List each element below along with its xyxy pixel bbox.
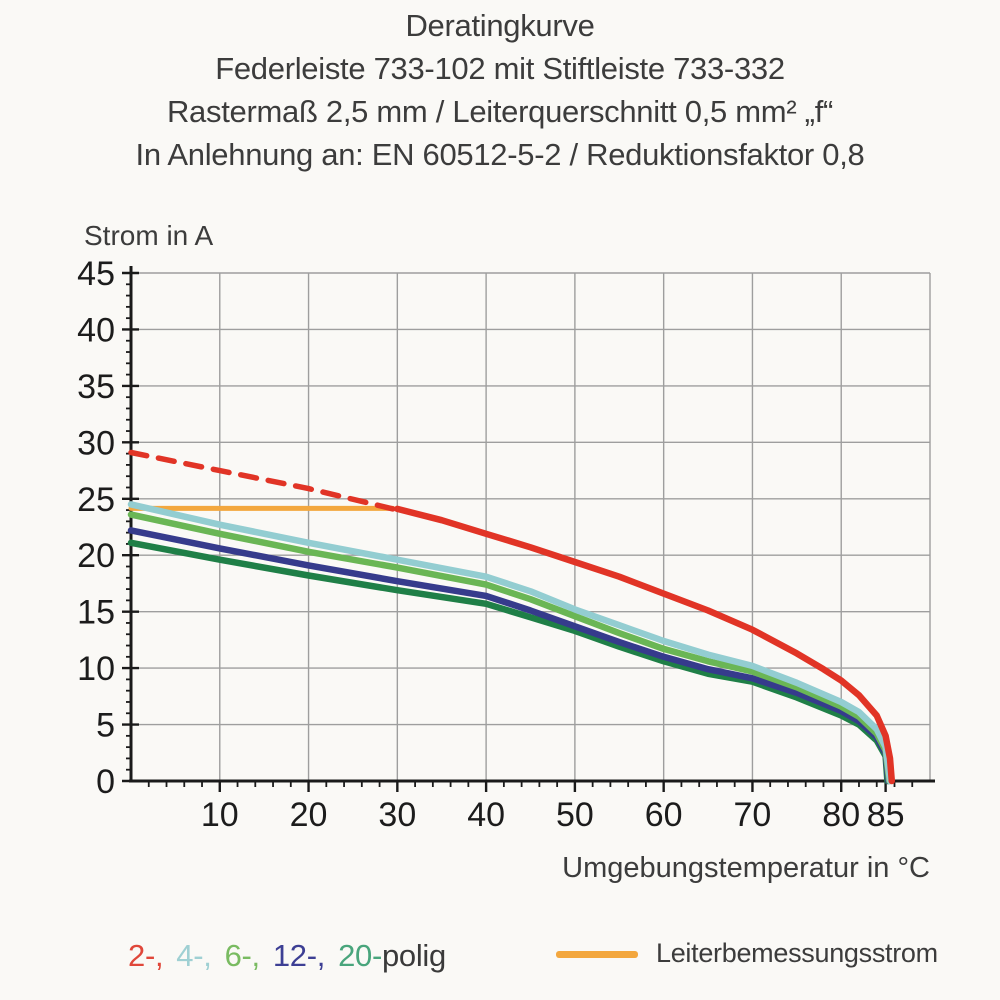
rated-current-line-swatch bbox=[556, 951, 638, 958]
chart-title-block: Deratingkurve Federleiste 733-102 mit St… bbox=[0, 4, 1000, 176]
legend-pole-20: 20- bbox=[338, 938, 382, 973]
x-tick-label: 10 bbox=[201, 796, 239, 834]
x-tick-label: 40 bbox=[467, 796, 505, 834]
x-tick-label: 30 bbox=[378, 796, 416, 834]
y-tick-label: 45 bbox=[77, 255, 115, 293]
x-tick-label: 85 bbox=[867, 796, 905, 834]
curve-2-polig-gestrichelt bbox=[128, 449, 396, 512]
y-tick-label: 25 bbox=[77, 481, 115, 519]
y-tick-label: 40 bbox=[77, 311, 115, 349]
y-tick-label: 20 bbox=[77, 537, 115, 575]
x-tick-label: 20 bbox=[290, 796, 328, 834]
chart-subtitle-product: Federleiste 733-102 mit Stiftleiste 733-… bbox=[215, 51, 785, 86]
y-tick-label: 35 bbox=[77, 368, 115, 406]
curve-6-polig bbox=[127, 511, 893, 785]
y-tick-label: 10 bbox=[77, 650, 115, 688]
y-tick-label: 0 bbox=[96, 763, 115, 801]
chart-title: Deratingkurve bbox=[405, 8, 595, 43]
y-tick-label: 30 bbox=[77, 424, 115, 462]
curve-4-polig bbox=[127, 501, 894, 785]
y-axis-title: Strom in A bbox=[84, 220, 214, 251]
y-tick-label: 5 bbox=[96, 707, 115, 745]
poles-legend: 2-, 4-, 6-, 12-, 20-polig bbox=[128, 938, 446, 974]
legend-pole-12: 12-, bbox=[272, 938, 326, 973]
legend-pole-6: 6-, bbox=[224, 938, 261, 973]
x-tick-label: 60 bbox=[645, 796, 683, 834]
rated-current-legend-label: Leiterbemessungsstrom bbox=[656, 938, 938, 968]
y-tick-label: 15 bbox=[77, 594, 115, 632]
curve-12-polig bbox=[127, 527, 892, 785]
curve-2-polig bbox=[394, 505, 896, 785]
x-tick-label: 50 bbox=[556, 796, 594, 834]
curve-20-polig bbox=[127, 539, 891, 785]
rated-current-legend: Leiterbemessungsstrom bbox=[556, 938, 938, 969]
x-axis-title: Umgebungstemperatur in °C bbox=[562, 852, 930, 884]
x-tick-label: 70 bbox=[734, 796, 772, 834]
legend-pole-4: 4-, bbox=[176, 938, 212, 973]
chart-subtitle-standard: In Anlehnung an: EN 60512-5-2 / Reduktio… bbox=[135, 137, 865, 172]
legend-pole-2: 2-, bbox=[128, 938, 164, 973]
x-tick-label: 80 bbox=[822, 796, 860, 834]
chart-subtitle-spec: Rastermaß 2,5 mm / Leiterquerschnitt 0,5… bbox=[166, 94, 834, 129]
legend-pole-polig: polig bbox=[381, 938, 446, 973]
